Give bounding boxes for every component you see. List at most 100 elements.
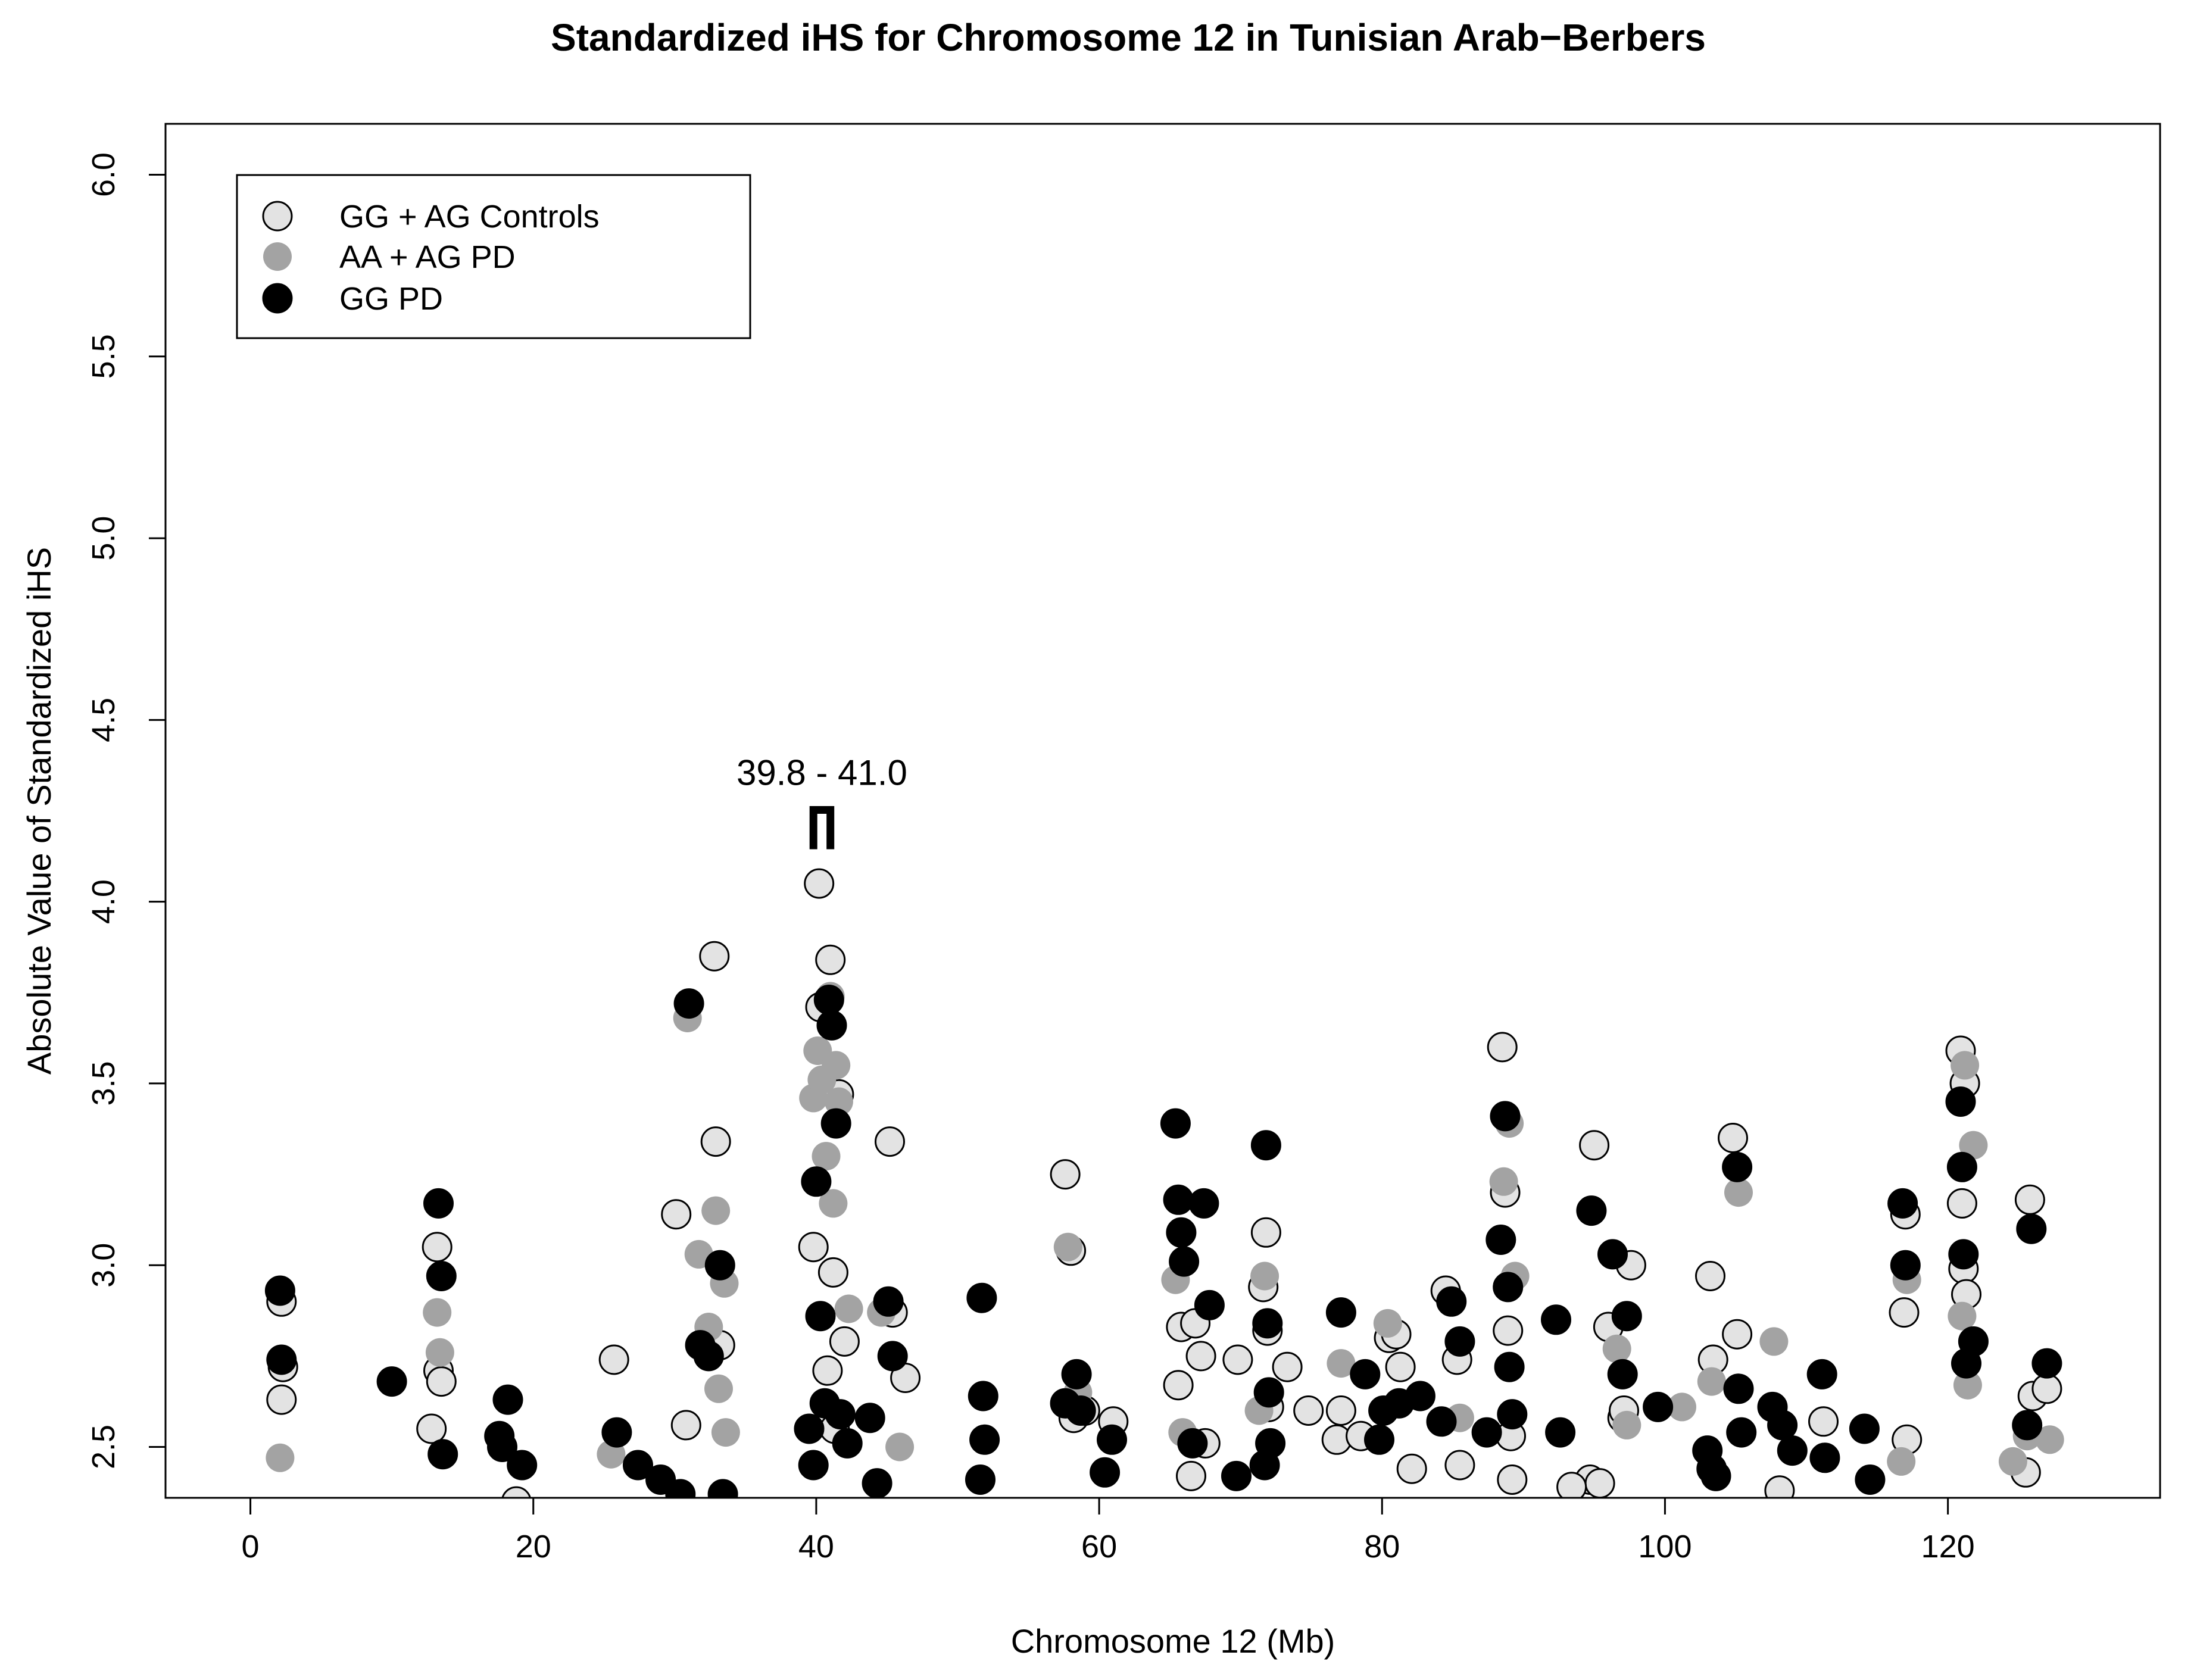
point-gg-pd [1948,1239,1979,1270]
point-gg-pd [693,1341,724,1372]
point-gg-pd [1722,1151,1753,1182]
point-gg-pd [423,1188,454,1219]
y-tick-label: 3.5 [86,1061,121,1106]
point-controls [875,1126,905,1157]
point-controls [1946,1188,1977,1219]
point-gg-pd [1576,1195,1607,1226]
point-gg-pd [1325,1297,1356,1328]
point-gg-pd [801,1166,832,1197]
point-gg-pd [1188,1188,1219,1219]
point-gg-pd [1194,1289,1225,1320]
point-controls [1385,1351,1416,1382]
x-tick-label: 80 [1364,1529,1400,1565]
point-controls [1050,1159,1081,1190]
point-gg-pd [1255,1428,1286,1459]
point-aa-ag-pd [711,1418,740,1447]
point-gg-pd [1426,1406,1457,1437]
point-gg-pd [873,1286,904,1317]
point-aa-ag-pd [1489,1167,1518,1196]
point-controls [829,1326,860,1357]
point-gg-pd [665,1479,696,1498]
point-gg-pd [2012,1410,2043,1441]
x-tick-label: 40 [798,1529,834,1565]
point-aa-ag-pd [822,1051,851,1080]
point-gg-pd [266,1344,297,1375]
point-controls [1272,1351,1303,1382]
y-tick-label: 3.0 [86,1243,121,1288]
point-gg-pd [1493,1272,1524,1303]
point-gg-pd [1221,1460,1252,1491]
point-controls [1808,1406,1839,1437]
point-gg-pd [813,985,844,1015]
point-gg-pd [1364,1424,1394,1455]
point-aa-ag-pd [1327,1349,1356,1378]
legend: GG + AG Controls AA + AG PD GG PD [236,174,751,339]
point-gg-pd [862,1468,892,1498]
point-gg-pd [487,1432,517,1462]
point-gg-pd [1597,1239,1628,1270]
point-gg-pd [816,1010,847,1041]
point-gg-pd [1849,1413,1880,1444]
point-aa-ag-pd [1602,1334,1631,1363]
point-gg-pd [1494,1351,1525,1382]
point-gg-pd [1436,1286,1467,1317]
point-gg-pd [968,1381,998,1412]
point-aa-ag-pd [824,1087,853,1116]
point-aa-ag-pd [1250,1261,1279,1291]
point-aa-ag-pd [1373,1309,1402,1338]
point-controls [1396,1453,1427,1484]
point-gg-pd [832,1428,863,1459]
point-gg-pd [376,1366,407,1397]
point-gg-pd [427,1439,458,1470]
legend-marker-aa-ag-pd [263,242,292,271]
data-points [264,868,2064,1498]
y-tick-label: 5.0 [86,516,121,561]
point-aa-ag-pd [423,1298,452,1327]
point-gg-pd [1945,1086,1976,1117]
point-controls [1497,1464,1528,1495]
point-controls [1493,1315,1524,1346]
point-gg-pd [1160,1108,1191,1139]
point-controls [700,1126,731,1157]
point-controls [804,868,835,899]
point-gg-pd [1090,1457,1121,1488]
x-axis-label: Chromosome 12 (Mb) [1011,1622,1335,1660]
point-controls [422,1232,452,1263]
point-controls [2031,1373,2062,1404]
point-gg-pd [1444,1326,1475,1357]
y-tick-label: 4.5 [86,698,121,742]
y-tick-label: 5.5 [86,334,121,379]
point-gg-pd [1166,1217,1197,1248]
annotation-bracket [809,806,835,850]
point-controls [1722,1319,1753,1350]
point-gg-pd [507,1450,538,1481]
point-controls [699,941,730,972]
y-tick-label: 4.0 [86,879,121,924]
point-controls [501,1486,531,1498]
point-gg-pd [1946,1151,1977,1182]
point-aa-ag-pd [1959,1131,1988,1160]
point-gg-pd [1726,1417,1757,1448]
point-gg-pd [1065,1395,1096,1426]
point-gg-pd [1545,1417,1576,1448]
y-axis: 2.5 3.0 3.5 4.0 4.5 5.0 5.5 6.0 [86,152,167,1469]
point-gg-pd [1723,1373,1754,1404]
point-aa-ag-pd [701,1196,731,1225]
point-controls [1889,1297,1920,1328]
legend-label-aa-ag-pd: AA + AG PD [339,239,516,275]
point-controls [426,1366,457,1397]
point-gg-pd [264,1275,295,1306]
point-gg-pd [798,1450,829,1481]
point-gg-pd [1177,1428,1208,1459]
point-gg-pd [704,1250,735,1281]
x-tick-label: 0 [242,1529,260,1565]
legend-label-controls: GG + AG Controls [339,199,600,235]
point-aa-ag-pd [834,1294,863,1323]
point-controls [661,1199,692,1230]
point-aa-ag-pd [1759,1327,1789,1356]
point-gg-pd [1777,1435,1808,1466]
point-controls [1444,1450,1475,1481]
point-aa-ag-pd [1697,1367,1726,1396]
x-tick-label: 120 [1921,1529,1975,1565]
